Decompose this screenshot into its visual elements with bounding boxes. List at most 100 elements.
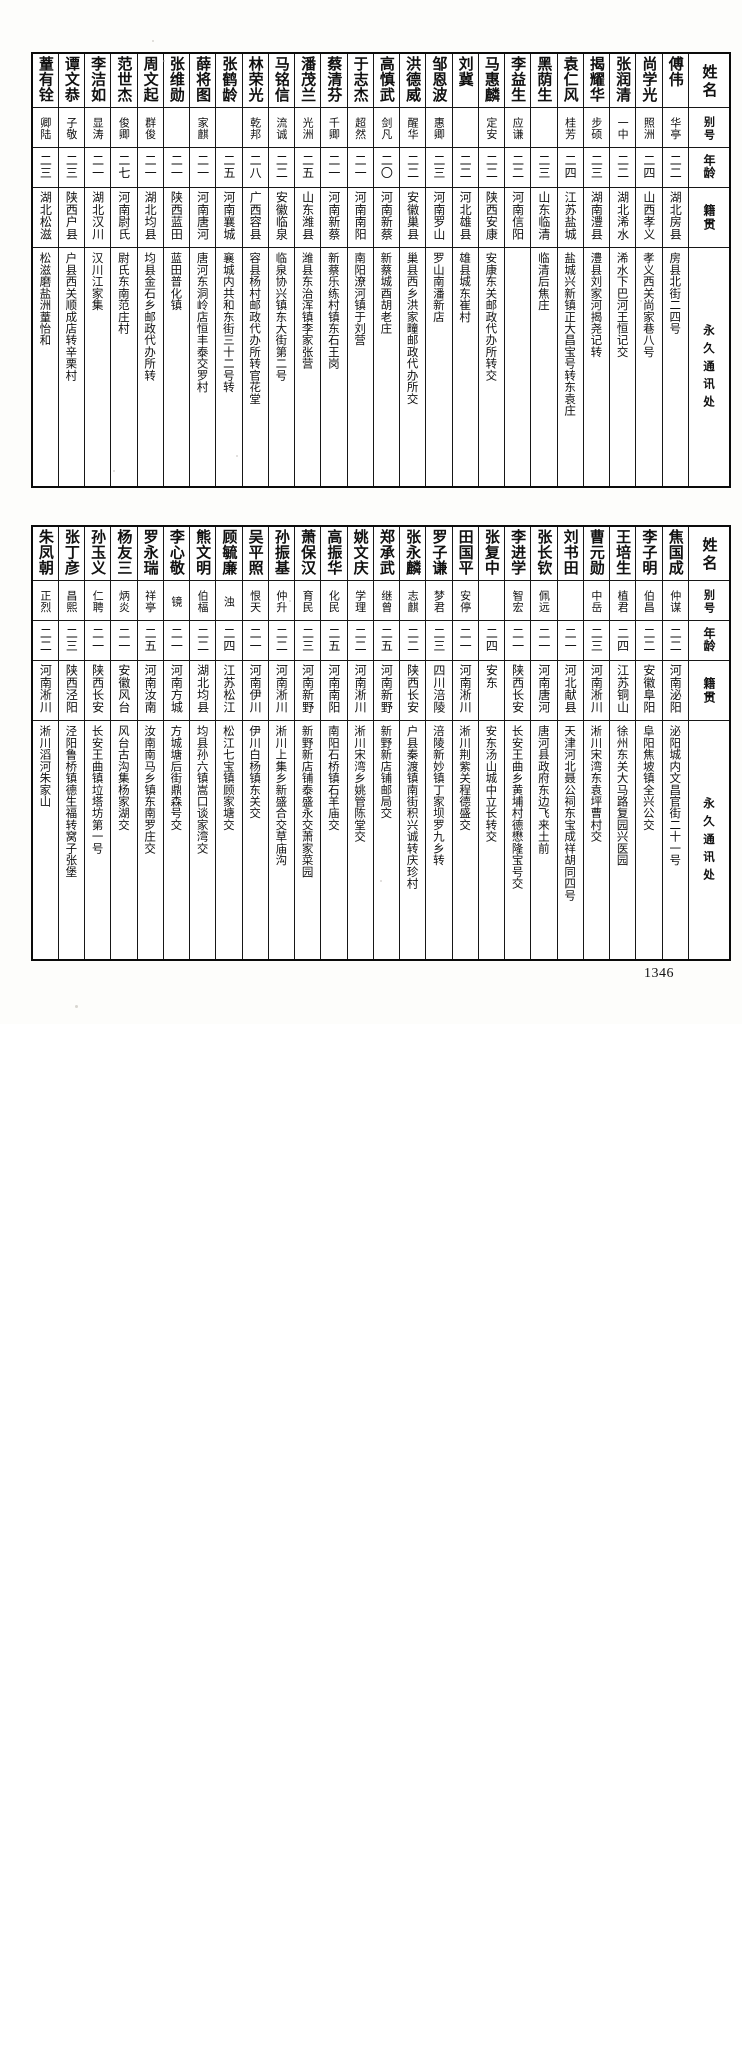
cell-origin: 河南淅川 [31,659,59,721]
age-text: 二三 [431,154,446,180]
alias-text: 照洲 [642,117,656,140]
address-text: 松滋磨盐洲蕫怡和 [38,251,53,346]
cell-alias: 流诚 [267,106,296,148]
column-header-label: 姓名 [700,63,719,99]
cell-alias: 子敬 [57,106,86,148]
cell-origin: 河南南阳 [320,659,348,721]
name-text: 姚文庆 [351,529,370,575]
alias-text: 志麒 [406,590,420,613]
cell-address: 容县杨村邮政代办所转官花堂 [241,246,269,488]
origin-text: 河南伊川 [248,663,263,713]
age-text: 二四 [484,627,499,653]
address-text: 户县西关顺成店转辛栗村 [64,251,79,381]
age-text: 二二 [405,154,420,180]
cell-address: 方城塘后街鼎森号交 [162,719,191,961]
paper-speck [152,40,154,42]
address-text: 唐河县政府东边飞来土前 [536,724,551,854]
cell-age: 二五 [293,146,322,188]
cell-origin: 江苏松江 [215,659,243,721]
age-text: 二一 [563,627,578,653]
address-text: 新野新店铺泰盛永交萧家菜园 [300,724,315,878]
cell-age: 二二 [451,146,479,188]
alias-text: 一中 [616,117,630,140]
paper-speck [163,60,165,62]
cell-age: 二一 [556,619,584,661]
cell-alias: 步硕 [582,106,611,148]
age-text: 二二 [641,627,656,653]
column-header-label: 籍贯 [702,204,716,233]
cell-origin: 湖北均县 [136,186,164,248]
alias-text [453,108,478,147]
cell-alias: 佩远 [530,579,558,621]
name-text: 谭文恭 [62,56,81,102]
origin-text: 山东潍县 [300,190,315,240]
cell-name: 范世杰 [110,52,138,108]
cell-origin: 河南淅川 [346,659,374,721]
alias-text: 仁聘 [91,590,105,613]
cell-age: 二二 [477,146,506,188]
address-text: 汉川江家集 [90,251,105,311]
cell-origin: 河南方城 [162,659,191,721]
address-text: 雄县城东崔村 [458,251,473,322]
age-text: 二二 [668,627,683,653]
cell-address: 淅川上集乡新盛合交草庙沟 [267,719,296,961]
cell-name: 马惠麟 [477,52,506,108]
cell-name: 张丁彦 [57,525,86,581]
origin-text: 陕西长安 [510,663,525,713]
name-text: 萧保汉 [299,529,318,575]
paper-speck [618,330,620,332]
name-text: 张维勋 [167,56,186,102]
address-text: 蓝田普化镇 [169,251,184,311]
name-text: 孙振基 [272,529,291,575]
age-text: 二五 [143,627,158,653]
cell-origin: 湖北汉川 [83,186,112,248]
name-text: 蕫有铨 [36,56,55,102]
alias-text: 昌熙 [64,590,78,613]
age-text: 二七 [116,154,131,180]
cell-alias: 俊卿 [110,106,138,148]
name-text: 马铭信 [272,56,291,102]
address-text: 南阳潦河镇于刘营 [353,251,368,346]
cell-origin: 四川涪陵 [425,659,453,721]
cell-alias: 梦君 [425,579,453,621]
address-text: 尉氏东南范庄村 [116,251,131,334]
address-text: 孝义西关尚家巷八号 [641,251,656,358]
age-text: 二二 [195,627,210,653]
age-text: 二二 [615,154,630,180]
cell-address: 淅川宋湾乡姚管陈堂交 [346,719,374,961]
alias-text: 继曾 [379,590,393,613]
cell-name: 林荣光 [241,52,269,108]
cell-age: 二三 [57,619,86,661]
cell-origin: 湖北均县 [188,659,217,721]
cell-alias: 剑凡 [372,106,401,148]
name-text: 李洁如 [89,56,108,102]
address-text: 阜阳焦坡镇全兴公交 [641,724,656,831]
age-text: 二二 [510,154,525,180]
table-row-age: 二三 二三 二一 二七 二一 二一 二一 二五 二八 二二 二五 二一 二一 二〇 二二 二三 二二 二二 二二 二三… [31,146,731,188]
cell-name: 朱凤朝 [31,525,59,581]
alias-text: 步硕 [589,117,603,140]
age-text: 二三 [431,627,446,653]
origin-text: 河南淅川 [38,663,53,713]
cell-origin: 陕西安康 [477,186,506,248]
cell-name: 孙振基 [267,525,296,581]
alias-text: 植君 [616,590,630,613]
cell-age: 二二 [608,146,637,188]
cell-name: 揭耀华 [582,52,611,108]
cell-origin: 河北献县 [556,659,584,721]
cell-alias: 华亭 [661,106,689,148]
cell-age: 二〇 [372,146,401,188]
age-text: 二一 [116,627,131,653]
cell-name: 罗子谦 [425,525,453,581]
origin-text: 湖北房县 [668,190,683,240]
cell-address: 泾阳鲁桥镇德生福转窝子张堡 [57,719,86,961]
origin-text: 山东临清 [536,190,551,240]
cell-origin: 河南信阳 [503,186,532,248]
cell-age: 二二 [346,619,374,661]
age-text: 二一 [90,627,105,653]
cell-name: 吴平照 [241,525,269,581]
address-text: 徐州东关大马路复园兴医园 [615,724,630,866]
alias-text: 醒华 [406,117,420,140]
alias-text: 恨天 [248,590,262,613]
paper-speck [470,560,472,562]
